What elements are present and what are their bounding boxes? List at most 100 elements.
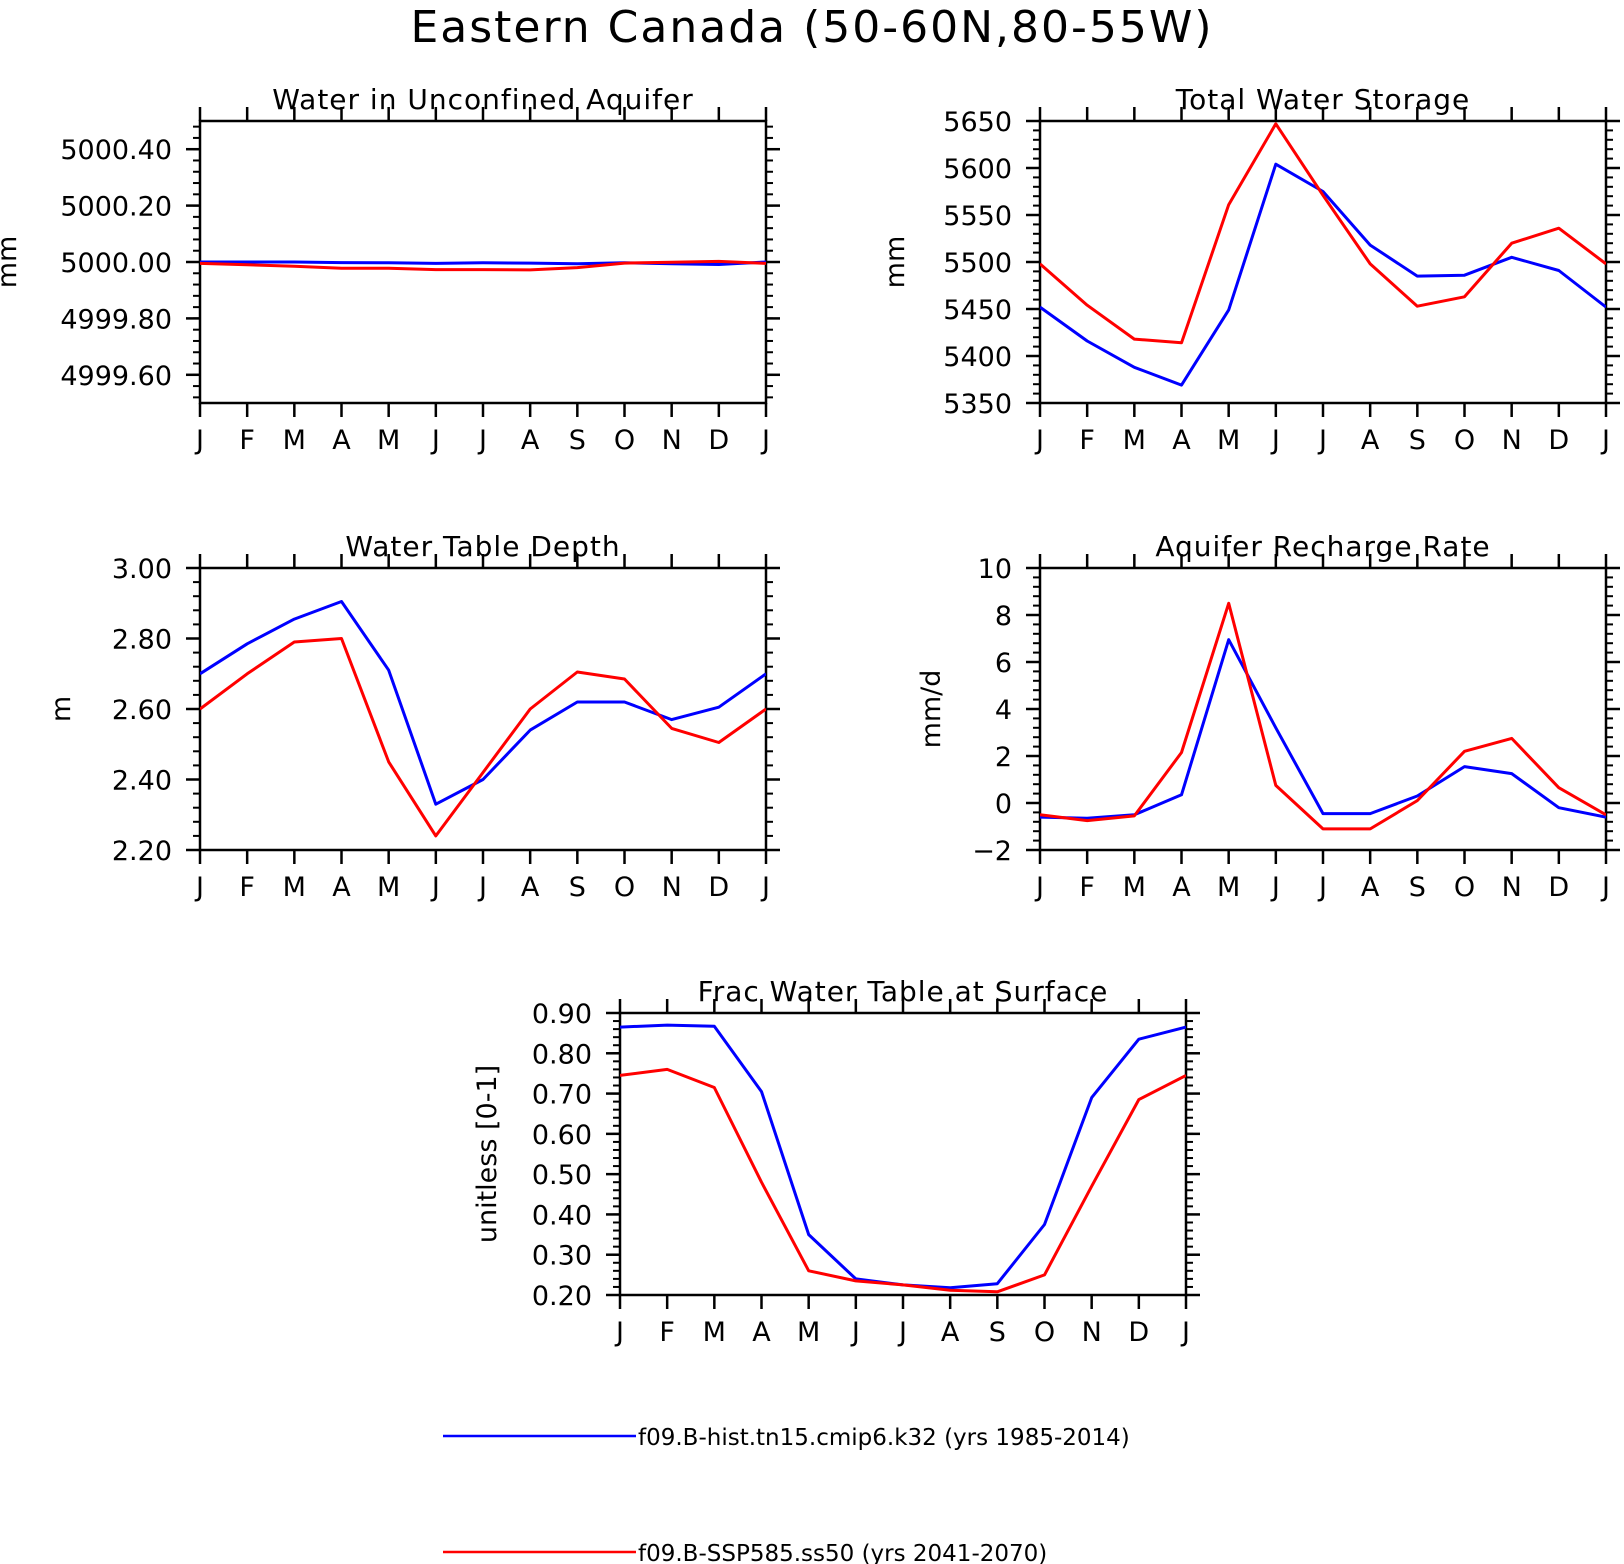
- y-axis-label: mm: [0, 236, 23, 289]
- x-tick-label: J: [477, 872, 487, 903]
- y-tick-label: 2.40: [112, 766, 172, 797]
- x-tick-label: N: [1502, 425, 1522, 456]
- y-axis-label: mm: [880, 236, 911, 289]
- x-tick-label: J: [1317, 872, 1327, 903]
- y-tick-label: 0.80: [532, 1039, 592, 1070]
- x-tick-label: J: [1600, 872, 1610, 903]
- y-tick-label: 5550: [943, 201, 1012, 232]
- x-tick-label: M: [797, 1317, 820, 1348]
- x-tick-label: N: [662, 425, 682, 456]
- y-tick-label: 4: [995, 695, 1012, 726]
- y-tick-label: 5650: [943, 107, 1012, 138]
- y-tick-label: 0.20: [532, 1281, 592, 1312]
- x-tick-label: A: [752, 1317, 771, 1348]
- series-line-hist: [1040, 162, 1606, 387]
- plot-frame: [1038, 566, 1608, 852]
- x-tick-label: A: [1361, 425, 1380, 456]
- series-line-ssp585: [200, 259, 766, 272]
- x-tick-label: J: [1600, 425, 1610, 456]
- x-tick-label: S: [569, 425, 586, 456]
- plot-frame: [618, 1011, 1188, 1297]
- y-tick-label: 5400: [943, 342, 1012, 373]
- y-tick-label: 5450: [943, 295, 1012, 326]
- x-tick-label: A: [1172, 425, 1191, 456]
- y-tick-label: 4999.60: [60, 361, 172, 392]
- x-tick-label: F: [659, 1317, 675, 1348]
- y-tick-label: 0.90: [532, 999, 592, 1030]
- x-tick-label: M: [1217, 425, 1240, 456]
- x-tick-label: J: [1270, 872, 1280, 903]
- y-tick-label: 5500: [943, 248, 1012, 279]
- y-axis-label: m: [46, 696, 77, 722]
- y-tick-label: 5000.00: [60, 248, 172, 279]
- y-tick-label: 10: [978, 554, 1012, 585]
- y-axis-label: unitless [0-1]: [472, 1065, 503, 1243]
- y-tick-label: 3.00: [112, 554, 172, 585]
- x-tick-label: N: [1502, 872, 1522, 903]
- x-tick-label: N: [662, 872, 682, 903]
- y-axis-label: mm/d: [916, 670, 947, 749]
- x-tick-label: O: [1454, 872, 1475, 903]
- x-tick-label: J: [1034, 425, 1044, 456]
- x-tick-label: J: [430, 425, 440, 456]
- y-tick-label: 2.60: [112, 695, 172, 726]
- y-tick-label: 8: [995, 601, 1012, 632]
- x-tick-label: O: [1454, 425, 1475, 456]
- y-tick-label: 0.60: [532, 1120, 592, 1151]
- x-tick-label: J: [430, 872, 440, 903]
- x-tick-label: M: [283, 425, 306, 456]
- x-tick-label: A: [521, 425, 540, 456]
- x-tick-label: J: [1180, 1317, 1190, 1348]
- x-tick-label: J: [194, 872, 204, 903]
- x-tick-label: M: [283, 872, 306, 903]
- y-tick-label: 5000.20: [60, 192, 172, 223]
- x-tick-label: D: [1548, 872, 1569, 903]
- x-tick-label: D: [1548, 425, 1569, 456]
- series-line-ssp585: [620, 1067, 1186, 1294]
- series-line-hist: [200, 600, 766, 806]
- x-tick-label: S: [569, 872, 586, 903]
- series-line-hist: [1040, 638, 1606, 820]
- y-tick-label: 0.40: [532, 1200, 592, 1231]
- x-tick-label: O: [1034, 1317, 1055, 1348]
- y-tick-label: 5600: [943, 154, 1012, 185]
- x-tick-label: F: [239, 425, 255, 456]
- x-tick-label: N: [1082, 1317, 1102, 1348]
- y-tick-label: 2.80: [112, 625, 172, 656]
- x-tick-label: S: [989, 1317, 1006, 1348]
- plot-frame: [198, 566, 768, 852]
- main-title: Eastern Canada (50-60N,80-55W): [410, 2, 1214, 53]
- x-tick-label: J: [897, 1317, 907, 1348]
- y-tick-label: 5000.40: [60, 135, 172, 166]
- legend: f09.B-hist.tn15.cmip6.k32 (yrs 1985-2014…: [443, 1425, 1130, 1564]
- x-tick-label: A: [332, 425, 351, 456]
- x-tick-label: J: [760, 425, 770, 456]
- y-tick-label: 2: [995, 742, 1012, 773]
- y-tick-label: 4999.80: [60, 304, 172, 335]
- x-tick-label: F: [1079, 425, 1095, 456]
- x-tick-label: D: [1128, 1317, 1149, 1348]
- x-tick-label: A: [521, 872, 540, 903]
- y-tick-label: 0: [995, 789, 1012, 820]
- x-tick-label: S: [1409, 425, 1426, 456]
- y-tick-label: 0.50: [532, 1160, 592, 1191]
- x-tick-label: M: [1123, 425, 1146, 456]
- x-tick-label: J: [477, 425, 487, 456]
- x-tick-label: A: [1172, 872, 1191, 903]
- y-tick-label: −2: [972, 836, 1012, 867]
- x-tick-label: M: [703, 1317, 726, 1348]
- x-tick-label: J: [614, 1317, 624, 1348]
- series-line-ssp585: [1040, 601, 1606, 831]
- x-tick-label: J: [1034, 872, 1044, 903]
- legend-label: f09.B-hist.tn15.cmip6.k32 (yrs 1985-2014…: [638, 1425, 1130, 1451]
- x-tick-label: M: [1123, 872, 1146, 903]
- series-line-ssp585: [200, 637, 766, 838]
- x-tick-label: J: [1317, 425, 1327, 456]
- x-tick-label: J: [1270, 425, 1280, 456]
